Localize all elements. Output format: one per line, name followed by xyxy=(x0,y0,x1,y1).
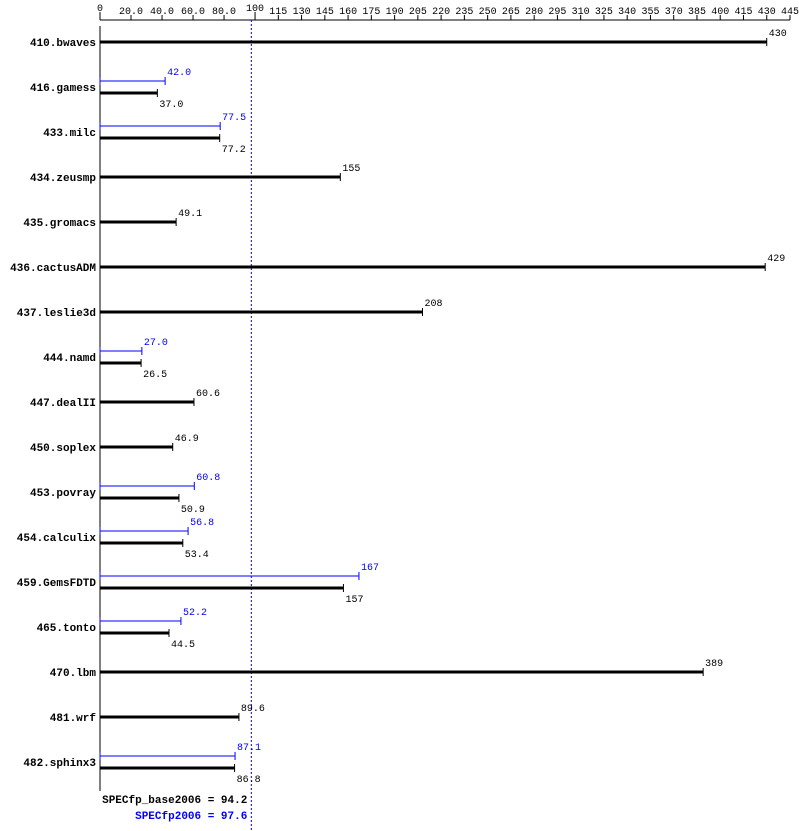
bar-value: 167 xyxy=(361,563,379,574)
benchmark-label: 447.dealII xyxy=(30,398,96,410)
bar-value: 208 xyxy=(425,299,443,310)
bar-value: 157 xyxy=(345,595,363,606)
benchmark-label: 437.leslie3d xyxy=(17,308,96,320)
bar-value: 77.2 xyxy=(222,145,246,156)
spec-benchmark-chart: 0 20.0 40.0 60.0 80.0 100 115 130 145 160 175 190 20… xyxy=(0,0,799,831)
svg-text:80.0: 80.0 xyxy=(212,7,236,18)
bar-value: 52.2 xyxy=(183,608,207,619)
benchmark-label: 482.sphinx3 xyxy=(23,758,96,770)
svg-text:325: 325 xyxy=(595,7,613,18)
bar-value: 56.8 xyxy=(190,518,214,529)
svg-text:430: 430 xyxy=(758,7,776,18)
bar-value: 77.5 xyxy=(222,113,246,124)
benchmark-label: 444.namd xyxy=(43,353,96,365)
footer-base-score: SPECfp_base2006 = 94.2 xyxy=(102,795,247,807)
bar-value: 27.0 xyxy=(144,338,168,349)
svg-text:20.0: 20.0 xyxy=(119,7,143,18)
svg-text:145: 145 xyxy=(316,7,334,18)
svg-text:340: 340 xyxy=(618,7,636,18)
benchmark-label: 434.zeusmp xyxy=(30,173,96,185)
bar-value: 42.0 xyxy=(167,68,191,79)
bar-value: 44.5 xyxy=(171,640,195,651)
svg-text:415: 415 xyxy=(734,7,752,18)
benchmark-label: 470.lbm xyxy=(50,668,97,680)
benchmark-label: 454.calculix xyxy=(17,533,97,545)
benchmark-label: 435.gromacs xyxy=(23,218,96,230)
svg-text:355: 355 xyxy=(641,7,659,18)
svg-text:40.0: 40.0 xyxy=(150,7,174,18)
bar-value: 60.8 xyxy=(196,473,220,484)
svg-text:385: 385 xyxy=(688,7,706,18)
svg-text:280: 280 xyxy=(525,7,543,18)
svg-text:190: 190 xyxy=(386,7,404,18)
bar-value: 430 xyxy=(769,29,787,40)
svg-text:0: 0 xyxy=(97,4,103,15)
bar-value: 389 xyxy=(705,659,723,670)
bar-value: 37.0 xyxy=(159,100,183,111)
bar-value: 50.9 xyxy=(181,505,205,516)
svg-text:250: 250 xyxy=(479,7,497,18)
svg-text:310: 310 xyxy=(572,7,590,18)
bar-value: 429 xyxy=(767,254,785,265)
svg-text:175: 175 xyxy=(362,7,380,18)
bar-value: 60.6 xyxy=(196,389,220,400)
bar-value: 89.6 xyxy=(241,704,265,715)
svg-text:295: 295 xyxy=(548,7,566,18)
svg-text:205: 205 xyxy=(409,7,427,18)
benchmark-label: 453.povray xyxy=(30,488,96,500)
svg-text:100: 100 xyxy=(246,4,264,15)
benchmark-label: 410.bwaves xyxy=(30,38,96,50)
benchmark-label: 465.tonto xyxy=(37,623,97,635)
svg-text:265: 265 xyxy=(502,7,520,18)
footer-peak-score: SPECfp2006 = 97.6 xyxy=(135,811,247,823)
benchmark-label: 450.soplex xyxy=(30,443,96,455)
benchmark-label: 481.wrf xyxy=(50,713,97,725)
svg-text:235: 235 xyxy=(455,7,473,18)
benchmark-label: 459.GemsFDTD xyxy=(17,578,97,590)
bar-value: 49.1 xyxy=(178,209,202,220)
svg-text:130: 130 xyxy=(293,7,311,18)
bar-value: 87.1 xyxy=(237,743,261,754)
benchmark-label: 416.gamess xyxy=(30,83,96,95)
svg-text:445: 445 xyxy=(781,7,799,18)
svg-text:220: 220 xyxy=(432,7,450,18)
bar-value: 26.5 xyxy=(143,370,167,381)
bar-value: 155 xyxy=(342,164,360,175)
svg-text:60.0: 60.0 xyxy=(181,7,205,18)
svg-text:160: 160 xyxy=(339,7,357,18)
benchmark-label: 436.cactusADM xyxy=(10,263,96,275)
bar-value: 86.8 xyxy=(237,775,261,786)
bar-value: 46.9 xyxy=(175,434,199,445)
svg-text:400: 400 xyxy=(711,7,729,18)
bar-value: 53.4 xyxy=(185,550,209,561)
svg-text:115: 115 xyxy=(269,7,287,18)
svg-text:370: 370 xyxy=(665,7,683,18)
benchmark-label: 433.milc xyxy=(43,128,96,140)
